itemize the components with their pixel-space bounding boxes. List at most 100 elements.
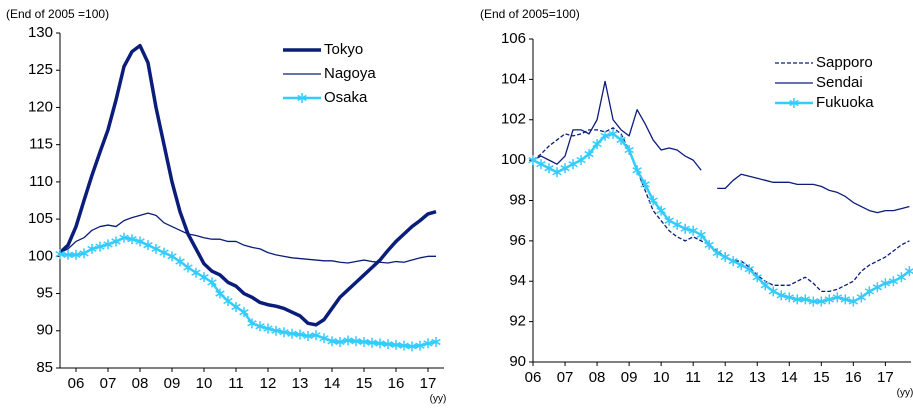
series-marker xyxy=(63,249,73,260)
series-marker xyxy=(848,296,859,307)
legend-label: Tokyo xyxy=(324,41,363,58)
series-marker xyxy=(71,249,81,260)
chart-title: (End of 2005 =100) xyxy=(6,7,109,21)
series-line xyxy=(59,212,436,264)
x-tick-label: 09 xyxy=(164,375,181,392)
series-marker xyxy=(359,336,369,347)
y-tick-label: 85 xyxy=(36,359,53,376)
legend-label: Sapporo xyxy=(816,54,873,71)
y-tick-label: 102 xyxy=(501,111,526,128)
x-tick-label: 14 xyxy=(781,369,798,386)
series-marker xyxy=(672,219,682,230)
x-tick-label: 06 xyxy=(525,369,542,386)
legend-marker xyxy=(789,98,799,108)
x-tick-label: 07 xyxy=(557,369,574,386)
series-marker xyxy=(391,339,401,350)
y-tick-label: 125 xyxy=(28,61,53,78)
y-tick-label: 104 xyxy=(501,70,526,87)
series-marker xyxy=(536,159,546,170)
series-marker xyxy=(696,229,706,240)
y-tick-label: 94 xyxy=(509,272,526,289)
series-marker xyxy=(776,290,786,301)
series-marker xyxy=(808,296,819,307)
series-marker xyxy=(247,318,257,329)
x-tick-label: 17 xyxy=(420,375,437,392)
y-tick-label: 120 xyxy=(28,98,53,115)
series-marker xyxy=(79,248,89,259)
series-marker xyxy=(832,292,843,303)
y-tick-label: 95 xyxy=(36,285,53,302)
series-marker xyxy=(784,292,794,303)
series-marker xyxy=(720,252,730,263)
series-marker xyxy=(231,301,241,312)
y-tick-label: 90 xyxy=(36,322,53,339)
series-marker xyxy=(431,336,441,347)
series-marker xyxy=(640,179,650,190)
series-marker xyxy=(568,159,578,170)
legend-label: Sendai xyxy=(816,74,863,91)
series-marker xyxy=(407,341,417,352)
series-marker xyxy=(423,338,433,349)
series-marker xyxy=(191,267,201,278)
series-marker xyxy=(752,272,762,283)
series-marker xyxy=(728,256,738,267)
chart-title: (End of 2005=100) xyxy=(480,7,580,21)
series-marker xyxy=(560,163,570,174)
series-marker xyxy=(119,232,129,243)
series-marker xyxy=(888,276,899,287)
series-marker xyxy=(544,163,554,174)
series-marker xyxy=(303,330,313,341)
x-tick-label: 12 xyxy=(260,375,277,392)
x-tick-label: 08 xyxy=(132,375,149,392)
series-marker xyxy=(175,256,185,267)
series-marker xyxy=(800,294,810,305)
series-marker xyxy=(183,262,193,273)
series-marker xyxy=(880,278,891,289)
x-tick-label: 16 xyxy=(845,369,862,386)
legend-label: Fukuoka xyxy=(816,94,874,111)
series-marker xyxy=(816,296,827,307)
series-marker xyxy=(680,223,690,234)
series-marker xyxy=(127,234,137,245)
series-marker xyxy=(159,247,169,258)
series-marker xyxy=(95,241,105,252)
x-tick-label: 15 xyxy=(813,369,830,386)
series-marker xyxy=(343,335,353,346)
series-marker xyxy=(792,294,802,305)
series-marker xyxy=(664,215,674,226)
legend-label: Nagoya xyxy=(324,65,376,82)
series-marker xyxy=(87,243,97,254)
legend-marker xyxy=(297,93,307,103)
series-marker xyxy=(648,195,658,206)
series-marker xyxy=(319,333,329,344)
series-marker xyxy=(271,325,281,336)
series-marker xyxy=(896,272,907,283)
series-marker xyxy=(263,323,273,334)
series-marker xyxy=(239,307,249,318)
series-marker xyxy=(351,336,361,347)
series-marker xyxy=(199,272,209,283)
series-marker xyxy=(872,282,883,293)
series-marker xyxy=(528,155,538,166)
y-tick-label: 98 xyxy=(509,191,526,208)
x-tick-label: 10 xyxy=(653,369,670,386)
series-marker xyxy=(712,247,722,258)
series-marker xyxy=(864,286,875,297)
series-marker xyxy=(167,251,177,262)
series-marker xyxy=(223,296,233,306)
series-marker xyxy=(600,130,610,141)
series-marker xyxy=(327,336,337,347)
series-marker xyxy=(624,145,634,156)
series-marker xyxy=(616,134,626,145)
x-tick-label: 11 xyxy=(685,369,701,386)
series-marker xyxy=(584,149,594,160)
x-tick-label: 13 xyxy=(749,369,766,386)
y-tick-label: 115 xyxy=(29,136,53,153)
series-marker xyxy=(311,330,321,341)
y-tick-label: 110 xyxy=(29,173,53,190)
series-marker xyxy=(367,337,377,348)
series-marker xyxy=(768,286,778,297)
x-axis-label: (yy) xyxy=(430,394,447,405)
x-tick-label: 07 xyxy=(100,375,117,392)
